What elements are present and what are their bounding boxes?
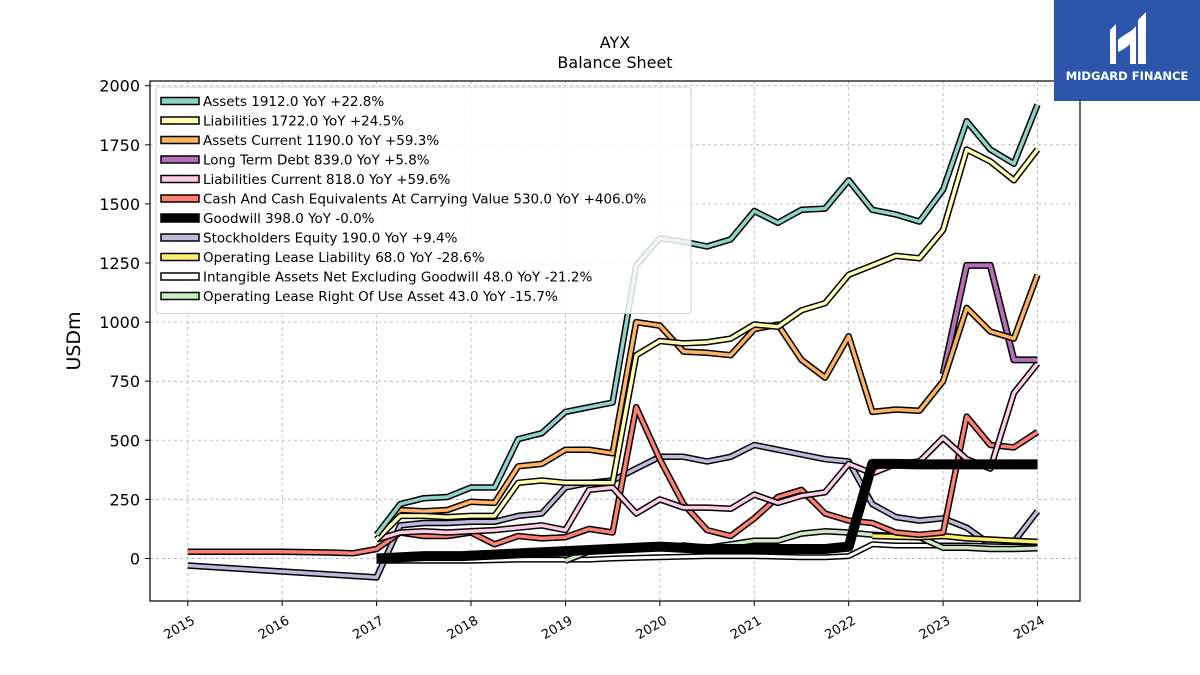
y-tick-label: 250 <box>109 490 140 509</box>
x-tick-label: 2022 <box>823 613 859 643</box>
chart-title: AYX <box>600 33 630 52</box>
legend-label-stockholders-equity: Stockholders Equity 190.0 YoY +9.4% <box>203 231 458 247</box>
logo-text: MIDGARD FINANCE <box>1066 69 1189 83</box>
x-tick-label: 2018 <box>445 613 481 643</box>
legend-label-intangible-assets-net-excluding-goodwill: Intangible Assets Net Excluding Goodwill… <box>203 270 593 286</box>
x-tick-label: 2015 <box>162 613 198 643</box>
y-tick-label: 1000 <box>99 313 140 332</box>
y-tick-label: 1750 <box>99 136 140 155</box>
legend-swatch-liabilities <box>160 116 200 125</box>
y-tick-label: 2000 <box>99 77 140 96</box>
y-axis-label: USDm <box>63 311 85 370</box>
legend-label-long-term-debt: Long Term Debt 839.0 YoY +5.8% <box>203 153 430 169</box>
legend-swatch-operating-lease-right-of-use-asset <box>160 291 200 301</box>
legend-label-liabilities: Liabilities 1722.0 YoY +24.5% <box>203 114 404 130</box>
legend-label-operating-lease-liability: Operating Lease Liability 68.0 YoY -28.6… <box>203 250 485 266</box>
legend-swatch-liabilities-current <box>160 174 200 184</box>
x-tick-label: 2024 <box>1011 613 1047 643</box>
x-axis-ticks: 2015 2016 2017 2018 2019 2020 2021 2022 2023 2024 <box>162 601 1048 643</box>
legend-swatch-cash-and-cash-equivalents-at-carrying-value <box>160 194 200 203</box>
series-line-assets <box>375 103 1040 536</box>
legend-swatch-operating-lease-liability <box>160 252 200 262</box>
y-tick-label: 1500 <box>99 195 140 214</box>
y-tick-label: 500 <box>109 431 140 450</box>
y-tick-label: 0 <box>130 549 140 568</box>
x-tick-label: 2020 <box>634 613 670 643</box>
y-tick-label: 1250 <box>99 254 140 273</box>
legend-label-assets-current: Assets Current 1190.0 YoY +59.3% <box>203 133 439 149</box>
series-line-cash-and-cash-equivalents-at-carrying-value <box>187 405 1039 556</box>
series-line-goodwill <box>376 460 1038 562</box>
midgard-finance-logo: MIDGARD FINANCE <box>1054 0 1200 101</box>
legend-swatch-assets <box>160 96 200 106</box>
legend-swatch-long-term-debt <box>160 155 200 164</box>
legend-swatch-stockholders-equity <box>160 233 200 242</box>
series-line-liabilities <box>375 147 1039 541</box>
legend-swatch-goodwill <box>160 213 200 223</box>
legend-swatch-intangible-assets-net-excluding-goodwill <box>160 272 200 281</box>
y-tick-label: 750 <box>109 372 140 391</box>
x-tick-label: 2019 <box>539 613 575 643</box>
legend-label-cash-and-cash-equivalents-at-carrying-value: Cash And Cash Equivalents At Carrying Va… <box>203 192 647 208</box>
y-axis-ticks: 0 250 500 750 1000 1250 1500 1750 2000 <box>99 77 150 568</box>
x-tick-label: 2021 <box>728 613 764 643</box>
x-tick-label: 2023 <box>917 613 953 643</box>
legend-swatch-assets-current <box>160 135 200 145</box>
chart-subtitle: Balance Sheet <box>557 53 672 72</box>
series-line-liabilities-current <box>376 362 1039 542</box>
series-lines <box>187 103 1041 581</box>
series-line-stockholders-equity <box>187 443 1039 580</box>
x-tick-label: 2017 <box>350 613 386 643</box>
legend: Assets 1912.0 YoY +22.8% Liabilities 1722… <box>155 86 692 314</box>
x-tick-label: 2016 <box>256 613 292 643</box>
legend-label-operating-lease-right-of-use-asset: Operating Lease Right Of Use Asset 43.0 … <box>203 289 558 305</box>
series-line-assets-current <box>375 274 1040 537</box>
plot-frame <box>149 80 1081 602</box>
series-line-long-term-debt <box>941 263 1038 375</box>
legend-label-assets: Assets 1912.0 YoY +22.8% <box>203 94 384 110</box>
legend-box <box>155 86 692 314</box>
series-line-operating-lease-liability <box>872 534 1038 544</box>
legend-label-goodwill: Goodwill 398.0 YoY -0.0% <box>203 211 375 227</box>
legend-label-liabilities-current: Liabilities Current 818.0 YoY +59.6% <box>203 172 451 188</box>
